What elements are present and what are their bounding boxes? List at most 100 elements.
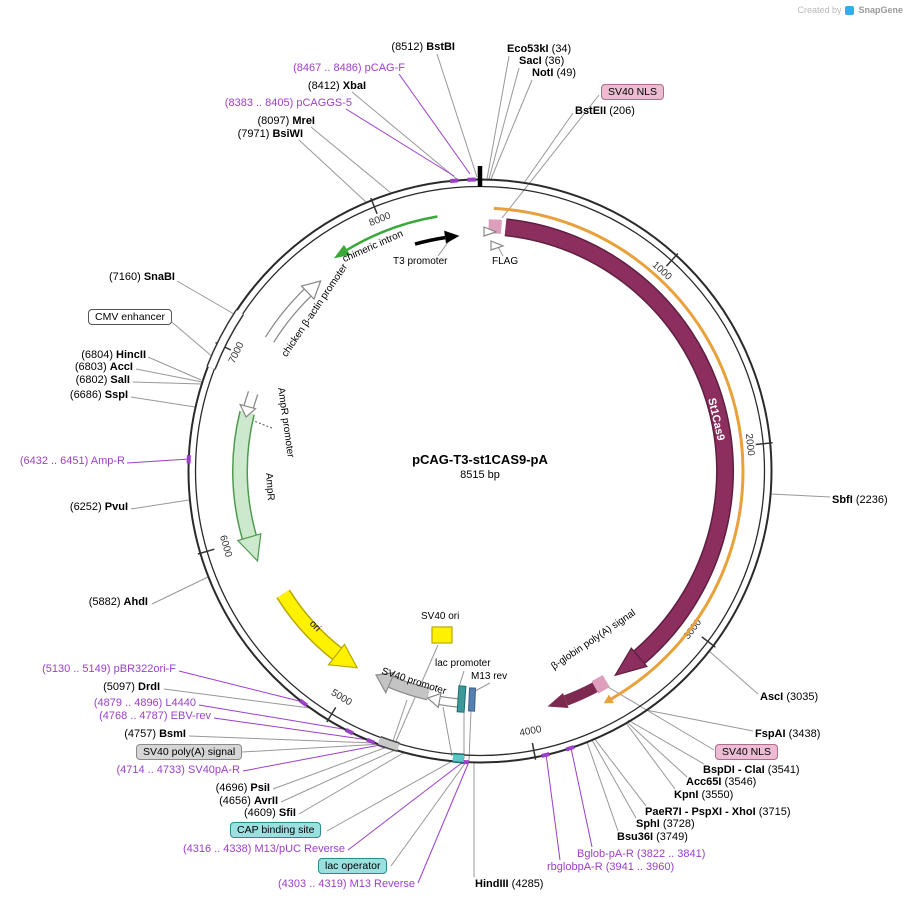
primer-label-bglob-pa-r[interactable]: Bglob-pA-R (3822 .. 3841) — [577, 848, 705, 860]
site-name: SphI — [636, 818, 660, 830]
site-pos: (3749) — [656, 831, 688, 843]
t3-promoter-text-label[interactable]: T3 promoter — [393, 256, 448, 267]
t3-promoter-arrow[interactable] — [414, 230, 460, 246]
site-label-bsu36i[interactable]: Bsu36I (3749) — [617, 831, 688, 843]
site-label-bsiwi[interactable]: (7971) BsiWI — [238, 128, 303, 140]
site-name: KpnI — [674, 789, 699, 801]
ori-arrow[interactable] — [276, 589, 359, 669]
tick-label-5000: 5000 — [329, 687, 354, 708]
primer-range: (3941 .. 3960) — [605, 861, 675, 873]
primer-label-m13-puc-reverse[interactable]: (4316 .. 4338) M13/pUC Reverse — [183, 843, 345, 855]
site-label-asci[interactable]: AscI (3035) — [760, 691, 818, 703]
site-label-sphi[interactable]: SphI (3728) — [636, 818, 695, 830]
site-label-hincii[interactable]: (6804) HincII — [81, 349, 146, 361]
site-label-xbai[interactable]: (8412) XbaI — [308, 80, 366, 92]
primer-label-m13-reverse[interactable]: (4303 .. 4319) M13 Reverse — [278, 878, 415, 890]
site-label-eco53ki[interactable]: Eco53kI (34) — [507, 43, 571, 55]
site-pos: (36) — [544, 55, 565, 67]
beta-actin-promoter-arrow[interactable] — [265, 280, 322, 343]
sv40-nls-glyph-top[interactable] — [488, 219, 502, 234]
transcript-arc[interactable] — [493, 206, 745, 704]
credit-prefix: Created by — [797, 5, 842, 15]
ampr-arrow[interactable] — [232, 410, 262, 563]
site-label-psii[interactable]: (4696) PsiI — [216, 782, 270, 794]
site-label-hindiii[interactable]: HindIII (4285) — [475, 878, 543, 890]
site-label-bsmi[interactable]: (4757) BsmI — [124, 728, 186, 740]
sv40-nls-right-boxed-label[interactable]: SV40 NLS — [715, 744, 779, 760]
site-label-paer7i-pspxi-xhoi[interactable]: PaeR7I - PspXI - XhoI (3715) — [645, 806, 791, 818]
bglobin-polya-arrow[interactable] — [547, 682, 598, 708]
cmv-enhancer-boxed-label[interactable]: CMV enhancer — [88, 309, 173, 325]
site-pos: (6802) — [75, 374, 108, 386]
cap-binding-block[interactable] — [452, 752, 465, 764]
site-label-saci[interactable]: SacI (36) — [519, 55, 564, 67]
site-label-noti[interactable]: NotI (49) — [532, 67, 576, 79]
site-label-bsteii[interactable]: BstEII (206) — [575, 105, 635, 117]
tick-label-8000: 8000 — [368, 210, 393, 229]
site-label-mrei[interactable]: (8097) MreI — [258, 115, 315, 127]
site-name: AvrII — [253, 795, 278, 807]
site-label-sspi[interactable]: (6686) SspI — [70, 389, 128, 401]
lac-promoter-text-label[interactable]: lac promoter — [435, 658, 491, 669]
primer-name: rbglobpA-R — [547, 861, 603, 873]
primer-label-pbr322ori-f[interactable]: (5130 .. 5149) pBR322ori-F — [42, 663, 176, 675]
primer-label-sv40pa-r[interactable]: (4714 .. 4733) SV40pA-R — [116, 764, 240, 776]
primer-name: pCAGGS-5 — [296, 97, 352, 109]
site-pos: (7160) — [108, 271, 141, 283]
flag-text-label[interactable]: FLAG — [492, 256, 519, 267]
primer-label-pcaggs-5[interactable]: (8383 .. 8405) pCAGGS-5 — [225, 97, 352, 109]
site-name: AscI — [760, 691, 784, 703]
position-ticks — [197, 166, 773, 760]
ampr-label[interactable]: AmpR — [263, 473, 276, 501]
cap-binding-boxed-label[interactable]: CAP binding site — [230, 822, 322, 838]
m13-rev-text-label[interactable]: M13 rev — [471, 671, 508, 682]
primer-label-pcag-f[interactable]: (8467 .. 8486) pCAG-F — [293, 62, 405, 74]
site-label-pvui[interactable]: (6252) PvuI — [70, 501, 128, 513]
site-label-drdi[interactable]: (5097) DrdI — [103, 681, 160, 693]
site-label-kpni[interactable]: KpnI (3550) — [674, 789, 733, 801]
lac-operator-glyph[interactable] — [456, 685, 467, 713]
primer-label-amp-r[interactable]: (6432 .. 6451) Amp-R — [20, 455, 125, 467]
site-pos: (49) — [556, 67, 577, 79]
site-label-snabi[interactable]: (7160) SnaBI — [109, 271, 175, 283]
sv40-nls-glyph-right[interactable] — [591, 674, 610, 694]
primer-range: (6432 .. 6451) — [19, 455, 89, 467]
primer-name: pBR322ori-F — [113, 663, 176, 675]
primer-label-rbglobpa-r[interactable]: rbglobpA-R (3941 .. 3960) — [547, 861, 674, 873]
flag-glyph[interactable] — [483, 226, 505, 251]
chimeric-intron-arrow[interactable] — [333, 215, 438, 259]
site-label-acc65i[interactable]: Acc65I (3546) — [686, 776, 756, 788]
sv40-polya-block[interactable] — [377, 736, 400, 752]
site-name: SnaBI — [143, 271, 175, 283]
site-label-sbfi[interactable]: SbfI (2236) — [832, 494, 888, 506]
sv40-nls-top-boxed-label[interactable]: SV40 NLS — [601, 84, 665, 100]
site-name: BsiWI — [272, 128, 303, 140]
sv40-ori-text-label[interactable]: SV40 ori — [421, 611, 460, 622]
primer-range: (5130 .. 5149) — [42, 663, 111, 675]
ampr-promoter-label[interactable]: AmpR promoter — [275, 387, 296, 459]
site-label-ahdi[interactable]: (5882) AhdI — [89, 596, 148, 608]
st1cas9-arrow[interactable] — [504, 218, 734, 677]
sv40-promoter-arrow[interactable] — [375, 671, 431, 701]
site-label-bstbi[interactable]: (8512) BstBI — [391, 41, 455, 53]
site-label-bspdi-clai[interactable]: BspDI - ClaI (3541) — [703, 764, 800, 776]
m13-rev-glyph[interactable] — [468, 687, 477, 712]
site-name: PaeR7I - PspXI - XhoI — [645, 806, 756, 818]
primer-label-l4440[interactable]: (4879 .. 4896) L4440 — [94, 697, 196, 709]
site-label-acci[interactable]: (6803) AccI — [75, 361, 133, 373]
tick-label-6000: 6000 — [217, 534, 234, 559]
site-label-avrii[interactable]: (4656) AvrII — [219, 795, 278, 807]
tick-label-2000: 2000 — [743, 433, 756, 457]
lac-operator-boxed-label[interactable]: lac operator — [318, 858, 388, 874]
primer-label-ebv-rev[interactable]: (4768 .. 4787) EBV-rev — [99, 710, 211, 722]
sv40-ori-glyph[interactable] — [431, 626, 453, 644]
ampr-promoter-arrow[interactable] — [238, 391, 259, 418]
site-label-sali[interactable]: (6802) SalI — [76, 374, 130, 386]
site-pos: (8412) — [307, 80, 340, 92]
cmv-enhancer-block[interactable] — [206, 309, 245, 370]
sv40-polya-boxed-label[interactable]: SV40 poly(A) signal — [136, 744, 243, 760]
site-pos: (3728) — [662, 818, 695, 830]
site-label-fspai[interactable]: FspAI (3438) — [755, 728, 820, 740]
site-label-sfii[interactable]: (4609) SfiI — [244, 807, 296, 819]
